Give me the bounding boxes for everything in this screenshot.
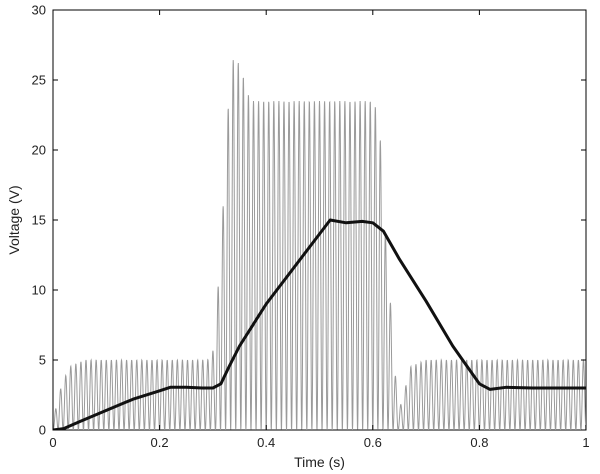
x-tick-label: 0.6 <box>364 435 382 450</box>
y-tick-label: 25 <box>32 73 46 88</box>
x-tick-label: 1 <box>582 435 589 450</box>
y-tick-label: 5 <box>39 353 46 368</box>
x-tick-label: 0 <box>49 435 56 450</box>
y-tick-label: 10 <box>32 283 46 298</box>
y-tick-label: 20 <box>32 143 46 158</box>
series-line-oscillating-voltage <box>53 60 586 430</box>
y-tick-label: 0 <box>39 423 46 438</box>
series-layer <box>53 60 586 430</box>
plot-area-frame <box>52 9 587 431</box>
x-tick-label: 0.8 <box>470 435 488 450</box>
y-tick-label: 30 <box>32 3 46 18</box>
x-tick-label: 0.4 <box>257 435 275 450</box>
series-line-average-voltage <box>53 218 586 430</box>
y-tick-label: 15 <box>32 213 46 228</box>
x-axis-label: Time (s) <box>294 454 345 470</box>
y-axis-label: Voltage (V) <box>6 185 22 254</box>
x-tick-label: 0.2 <box>151 435 169 450</box>
